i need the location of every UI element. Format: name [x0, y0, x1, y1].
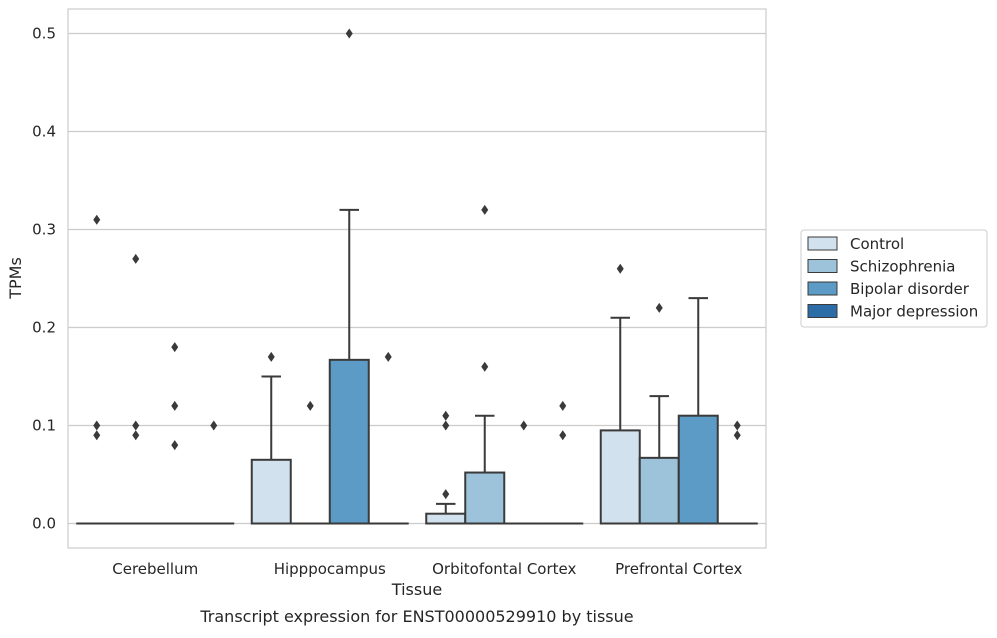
outlier-point	[171, 401, 178, 411]
outlier-point	[132, 421, 139, 431]
outlier-point	[346, 29, 353, 39]
outlier-point	[171, 342, 178, 352]
box-body	[252, 460, 291, 524]
outlier-point	[132, 430, 139, 440]
x-ticks: Cerebellum Hipppocampus Orbitofontal Corte…	[112, 560, 742, 578]
legend: Control Schizophrenia Bipolar disorder Majo…	[801, 230, 987, 327]
box-body	[330, 360, 369, 524]
outlier-point	[385, 352, 392, 362]
x-tick-label: Hipppocampus	[274, 560, 386, 578]
outlier-point	[268, 352, 275, 362]
box-body	[601, 430, 640, 523]
y-tick-label: 0.2	[32, 319, 56, 337]
chart-caption: Transcript expression for ENST0000052991…	[199, 607, 633, 626]
gridlines	[68, 34, 766, 524]
outlier-point	[656, 303, 663, 313]
legend-swatch	[808, 282, 837, 295]
box	[252, 377, 291, 524]
outlier-point	[481, 362, 488, 372]
y-tick-label: 0.4	[32, 123, 56, 141]
box	[601, 318, 640, 524]
legend-label: Major depression	[850, 303, 978, 321]
box	[330, 210, 369, 524]
outlier-point	[559, 401, 566, 411]
outlier-point	[734, 430, 741, 440]
outliers	[93, 29, 741, 500]
box	[465, 416, 504, 524]
x-axis-label: Tissue	[391, 580, 442, 599]
outlier-point	[442, 411, 449, 421]
box	[679, 298, 718, 523]
outlier-point	[93, 421, 100, 431]
outlier-point	[442, 421, 449, 431]
legend-label: Schizophrenia	[850, 258, 955, 276]
x-tick-label: Cerebellum	[112, 560, 198, 578]
outlier-point	[559, 430, 566, 440]
box-body	[465, 473, 504, 524]
legend-swatch	[808, 260, 837, 273]
outlier-point	[210, 421, 217, 431]
outlier-point	[307, 401, 314, 411]
outlier-point	[442, 489, 449, 499]
outlier-point	[93, 430, 100, 440]
outlier-point	[171, 440, 178, 450]
x-tick-label: Orbitofontal Cortex	[432, 560, 576, 578]
x-tick-label: Prefrontal Cortex	[615, 560, 742, 578]
legend-label: Control	[850, 235, 904, 253]
box	[640, 396, 679, 523]
legend-label: Bipolar disorder	[850, 280, 970, 298]
y-axis-label: TPMs	[6, 257, 25, 300]
box-body	[426, 514, 465, 524]
y-tick-label: 0.3	[32, 221, 56, 239]
y-tick-label: 0.1	[32, 417, 56, 435]
box-body	[640, 458, 679, 524]
y-tick-label: 0.0	[32, 515, 56, 533]
boxes	[77, 210, 757, 524]
outlier-point	[132, 254, 139, 264]
legend-swatch	[808, 237, 837, 250]
outlier-point	[93, 215, 100, 225]
outlier-point	[734, 421, 741, 431]
y-tick-label: 0.5	[32, 25, 56, 43]
box	[426, 504, 465, 524]
legend-swatch	[808, 305, 837, 318]
y-ticks: 0.0 0.1 0.2 0.3 0.4 0.5	[32, 25, 56, 533]
outlier-point	[520, 421, 527, 431]
box-body	[679, 416, 718, 524]
outlier-point	[617, 264, 624, 274]
outlier-point	[481, 205, 488, 215]
